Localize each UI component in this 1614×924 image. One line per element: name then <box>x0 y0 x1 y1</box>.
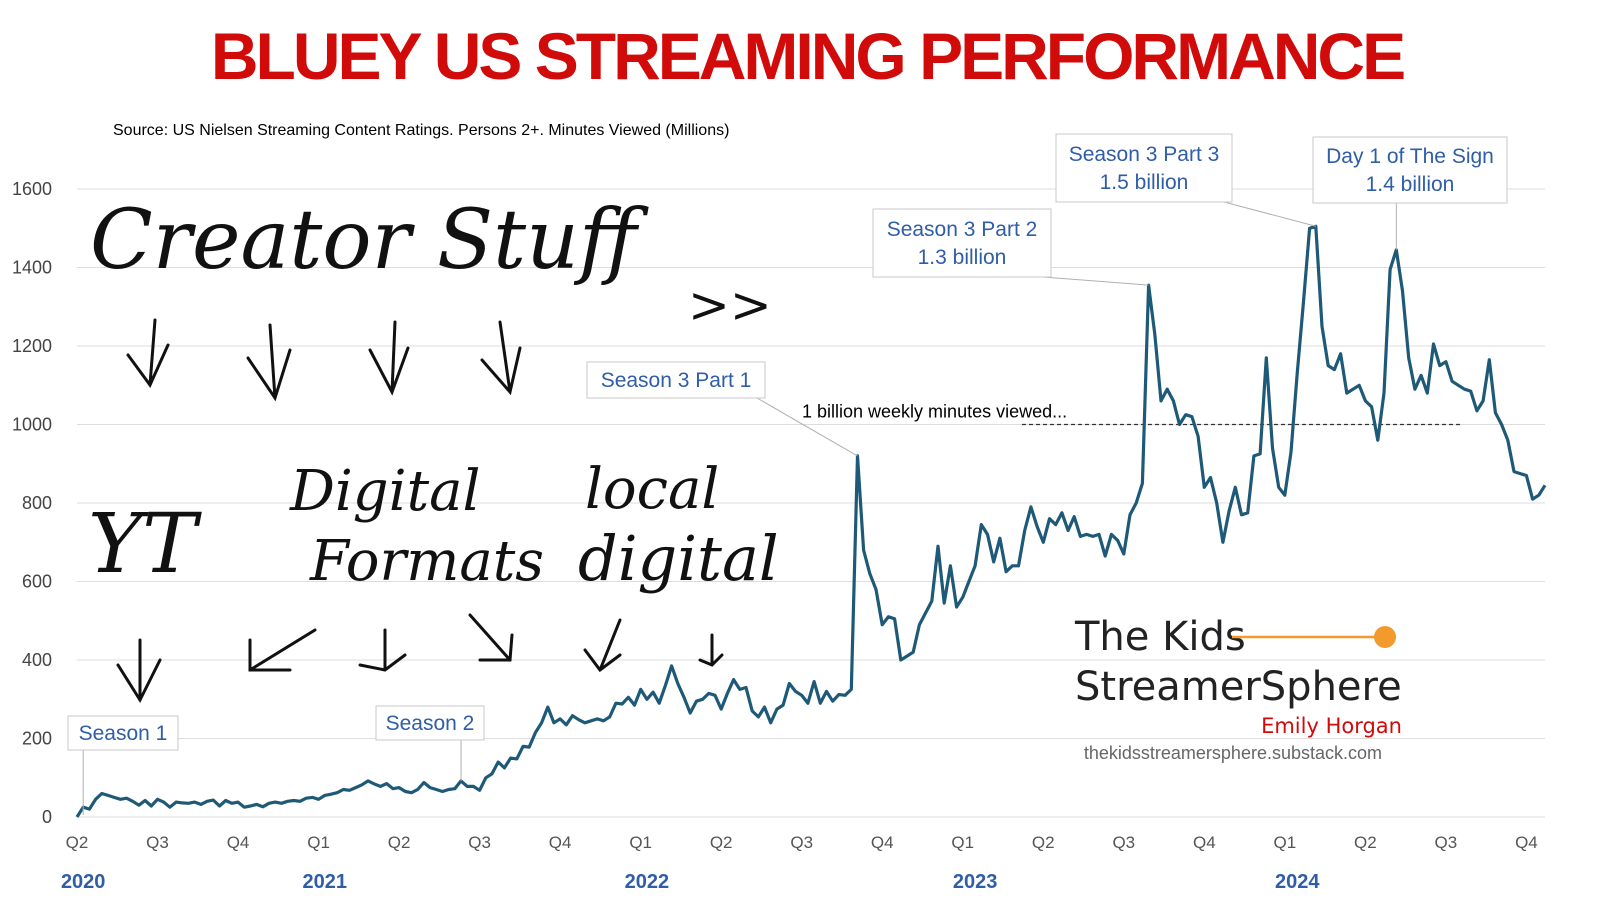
annotation-box <box>375 705 485 741</box>
reference-line-group: 1 billion weekly minutes viewed... <box>802 402 1460 426</box>
annotation-box <box>67 715 179 751</box>
x-axis: Q2 Q3 Q4 Q1 Q2 Q3 Q4 Q1 Q2 Q3 Q4 Q1 Q2 Q3 Q4 Q1 Q2 Q3 Q4 <box>66 833 1538 852</box>
year-labels: 2020 2021 2022 2023 2024 <box>61 871 1320 893</box>
handwriting-formats: Formats <box>309 529 544 594</box>
x-tick-label: Q4 <box>227 833 250 852</box>
x-tick-label: Q2 <box>388 833 411 852</box>
x-tick-label: Q2 <box>1032 833 1055 852</box>
annotation-leader <box>756 397 858 457</box>
x-tick-label: Q3 <box>790 833 813 852</box>
annotation-label: 1.3 billion <box>918 246 1007 269</box>
gridlines <box>77 188 1545 818</box>
y-tick-label: 1200 <box>12 336 52 356</box>
x-tick-label: Q4 <box>871 833 894 852</box>
x-tick-label: Q1 <box>629 833 652 852</box>
handwriting-local: local <box>585 457 719 522</box>
brand-line-1: The Kids <box>1074 614 1246 660</box>
annotation-label: 1.5 billion <box>1100 171 1189 194</box>
annotation-label: Season 1 <box>79 722 168 745</box>
annotation-box <box>586 361 766 399</box>
annotation-box <box>872 208 1052 278</box>
annotation-label: Season 3 Part 3 <box>1069 143 1220 166</box>
year-label: 2023 <box>953 871 998 893</box>
y-tick-label: 0 <box>42 807 52 827</box>
chart-subtitle: Source: US Nielsen Streaming Content Rat… <box>113 122 730 139</box>
handwriting-digital-2: digital <box>578 522 779 595</box>
x-tick-label: Q1 <box>307 833 330 852</box>
annotation-box <box>1312 136 1508 204</box>
annotation-label: 1.4 billion <box>1366 173 1455 196</box>
x-tick-label: Q4 <box>549 833 572 852</box>
y-tick-label: 800 <box>22 493 52 513</box>
brand-accent-dot <box>1374 626 1396 648</box>
y-tick-label: 400 <box>22 650 52 670</box>
y-axis: 0 200 400 600 800 1000 1200 1400 1600 <box>12 179 52 827</box>
reference-line-label: 1 billion weekly minutes viewed... <box>802 402 1067 422</box>
chart-title: BLUEY US STREAMING PERFORMANCE <box>210 19 1406 93</box>
x-tick-label: Q2 <box>66 833 89 852</box>
year-label: 2024 <box>1275 871 1320 893</box>
annotation-leader <box>1223 201 1316 227</box>
brand-author: Emily Horgan <box>1261 714 1402 738</box>
y-tick-label: 1000 <box>12 415 52 435</box>
series-group <box>75 224 1547 818</box>
handwriting-yt: YT <box>88 497 202 592</box>
annotation-label: Season 2 <box>386 712 475 735</box>
handwriting-arrow-right: >> <box>688 276 772 334</box>
x-tick-label: Q4 <box>1193 833 1216 852</box>
x-tick-label: Q3 <box>146 833 169 852</box>
handwriting-layer: Creator Stuff >> YT Digital Formats loca… <box>88 193 779 704</box>
x-tick-label: Q3 <box>1435 833 1458 852</box>
x-tick-label: Q3 <box>468 833 491 852</box>
brand-url: thekidsstreamersphere.substack.com <box>1084 743 1382 763</box>
annotation-leader <box>1042 276 1149 286</box>
y-tick-label: 1600 <box>12 179 52 199</box>
year-label: 2020 <box>61 871 106 893</box>
x-tick-label: Q2 <box>1354 833 1377 852</box>
x-tick-label: Q3 <box>1112 833 1135 852</box>
y-tick-label: 600 <box>22 572 52 592</box>
annotation-label: Day 1 of The Sign <box>1326 145 1494 168</box>
handwriting-digital: Digital <box>289 459 480 524</box>
year-label: 2022 <box>625 871 670 893</box>
brand-line-2: StreamerSphere <box>1075 664 1402 710</box>
y-tick-label: 200 <box>22 729 52 749</box>
handwritten-arrows <box>116 318 724 704</box>
annotation-box <box>1055 133 1233 203</box>
annotation-label: Season 3 Part 2 <box>887 218 1038 241</box>
y-tick-label: 1400 <box>12 258 52 278</box>
annotations: Season 1 Season 2 Season 3 Part 1 Season 3 … <box>67 133 1508 816</box>
year-label: 2021 <box>303 871 348 893</box>
x-tick-label: Q2 <box>710 833 733 852</box>
x-tick-label: Q1 <box>1274 833 1297 852</box>
branding-block: The Kids StreamerSphere Emily Horgan the… <box>1074 614 1402 763</box>
x-tick-label: Q4 <box>1515 833 1538 852</box>
x-tick-label: Q1 <box>951 833 974 852</box>
annotation-label: Season 3 Part 1 <box>601 369 752 392</box>
handwriting-creator-stuff: Creator Stuff <box>90 193 649 288</box>
series-line <box>75 224 1547 818</box>
